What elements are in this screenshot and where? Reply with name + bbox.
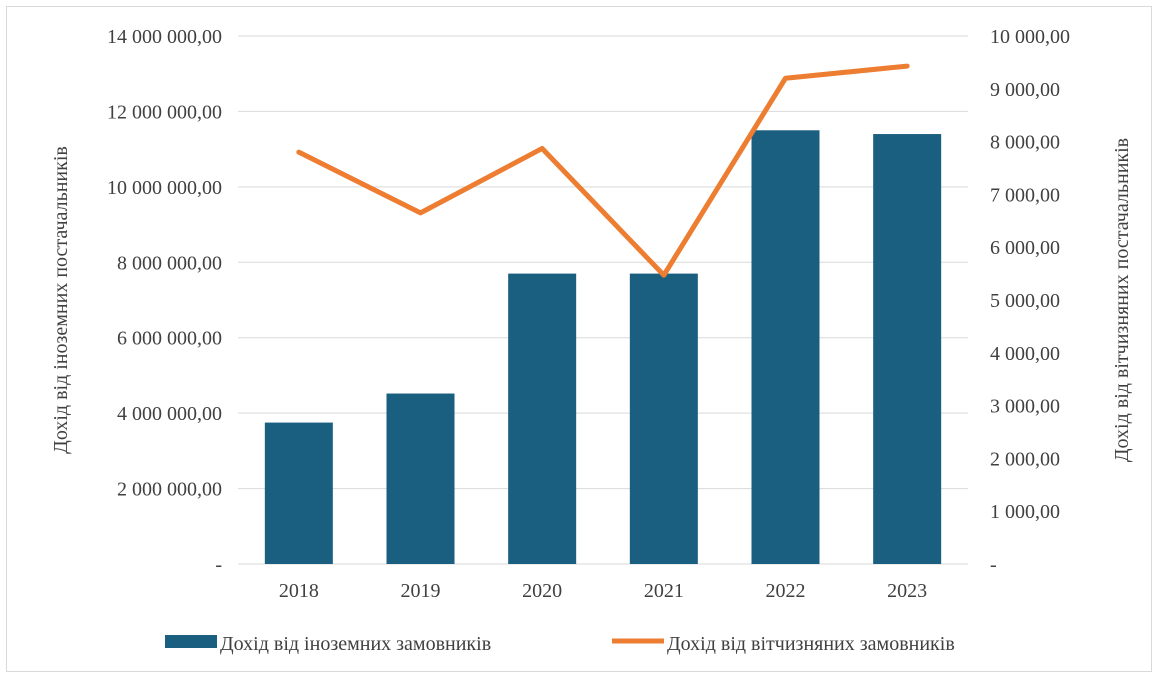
legend: Дохід від іноземних замовників Дохід від… — [165, 633, 955, 655]
legend-swatch-foreign — [165, 635, 217, 648]
right-tick-label-3: 3 000,00 — [990, 396, 1060, 418]
left-tick-label-6: 12 000 000,00 — [107, 101, 222, 123]
chart-frame — [6, 6, 1152, 672]
right-axis-title: Дохід від вітчизняних постачальників — [1111, 138, 1133, 462]
domestic-line — [296, 63, 910, 278]
left-tick-label-1: 2 000 000,00 — [117, 479, 222, 501]
x-tick-label-2021: 2021 — [644, 580, 684, 602]
right-tick-label-0: - — [990, 554, 997, 576]
x-tick-label-2022: 2022 — [766, 580, 806, 602]
bar-2018 — [264, 422, 333, 564]
bar-2021 — [629, 273, 698, 564]
left-tick-label-7: 14 000 000,00 — [107, 26, 222, 48]
bar-series-foreign — [264, 130, 942, 565]
right-tick-label-1: 1 000,00 — [990, 501, 1060, 523]
right-tick-label-4: 4 000,00 — [990, 343, 1060, 365]
x-tick-label-2018: 2018 — [279, 580, 319, 602]
bar-2022 — [751, 130, 820, 565]
gridlines — [238, 35, 968, 565]
right-tick-label-8: 8 000,00 — [990, 132, 1060, 154]
right-tick-label-7: 7 000,00 — [990, 184, 1060, 206]
left-tick-label-5: 10 000 000,00 — [107, 177, 222, 199]
left-axis-title: Дохід від іноземних постачальників — [50, 146, 72, 454]
right-tick-label-5: 5 000,00 — [990, 290, 1060, 312]
legend-label-foreign: Дохід від іноземних замовників — [220, 633, 491, 655]
right-tick-label-6: 6 000,00 — [990, 237, 1060, 259]
left-tick-label-2: 4 000 000,00 — [117, 403, 222, 425]
line-series-domestic — [296, 63, 910, 278]
right-tick-label-10: 10 000,00 — [990, 26, 1070, 48]
x-axis-ticks: 2018 2019 2020 2021 2022 2023 — [279, 580, 927, 602]
right-axis-ticks: - 1 000,00 2 000,00 3 000,00 4 000,00 5 000,0… — [990, 26, 1070, 576]
left-tick-label-4: 8 000 000,00 — [117, 252, 222, 274]
left-tick-label-3: 6 000 000,00 — [117, 328, 222, 350]
bar-2019 — [386, 393, 455, 564]
left-tick-label-0: - — [215, 554, 222, 576]
right-tick-label-9: 9 000,00 — [990, 79, 1060, 101]
right-tick-label-2: 2 000,00 — [990, 448, 1060, 470]
legend-label-domestic: Дохід від вітчизняних замовників — [667, 633, 955, 655]
bar-2023 — [873, 134, 942, 565]
bar-2020 — [508, 273, 577, 564]
left-axis-ticks: - 2 000 000,00 4 000 000,00 6 000 000,00 8 0… — [107, 26, 222, 576]
x-tick-label-2019: 2019 — [401, 580, 441, 602]
x-tick-label-2020: 2020 — [522, 580, 562, 602]
x-tick-label-2023: 2023 — [887, 580, 927, 602]
